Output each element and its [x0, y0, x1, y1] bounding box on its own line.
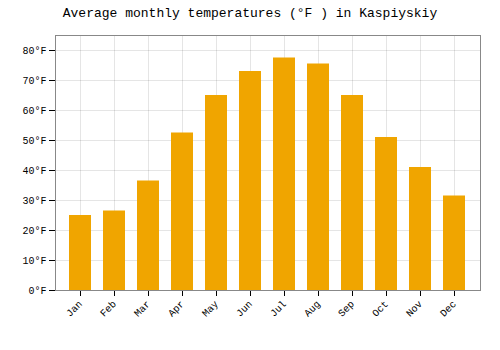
svg-text:Oct: Oct: [370, 299, 391, 320]
svg-text:20°F: 20°F: [22, 226, 46, 237]
svg-text:Nov: Nov: [404, 299, 425, 320]
svg-text:Aug: Aug: [302, 299, 323, 320]
svg-text:50°F: 50°F: [22, 136, 46, 147]
svg-text:60°F: 60°F: [22, 106, 46, 117]
html-text:Average monthly temperatures (: Average monthly temperatures (°F ) in Ka…: [62, 6, 438, 21]
svg-text:May: May: [200, 299, 221, 320]
svg-text:Feb: Feb: [98, 299, 119, 320]
svg-text:10°F: 10°F: [22, 256, 46, 267]
svg-text:Jan: Jan: [64, 299, 85, 320]
svg-text:Apr: Apr: [166, 299, 187, 320]
svg-text:Mar: Mar: [132, 299, 153, 320]
svg-text:30°F: 30°F: [22, 196, 46, 207]
svg-text:0°F: 0°F: [28, 286, 46, 297]
svg-text:40°F: 40°F: [22, 166, 46, 177]
svg-text:Sep: Sep: [336, 299, 357, 320]
svg-text:Jun: Jun: [234, 299, 255, 320]
svg-text:80°F: 80°F: [22, 46, 46, 57]
svg-text:Dec: Dec: [438, 299, 459, 320]
svg-text:70°F: 70°F: [22, 76, 46, 87]
svg-text:Jul: Jul: [268, 299, 289, 320]
